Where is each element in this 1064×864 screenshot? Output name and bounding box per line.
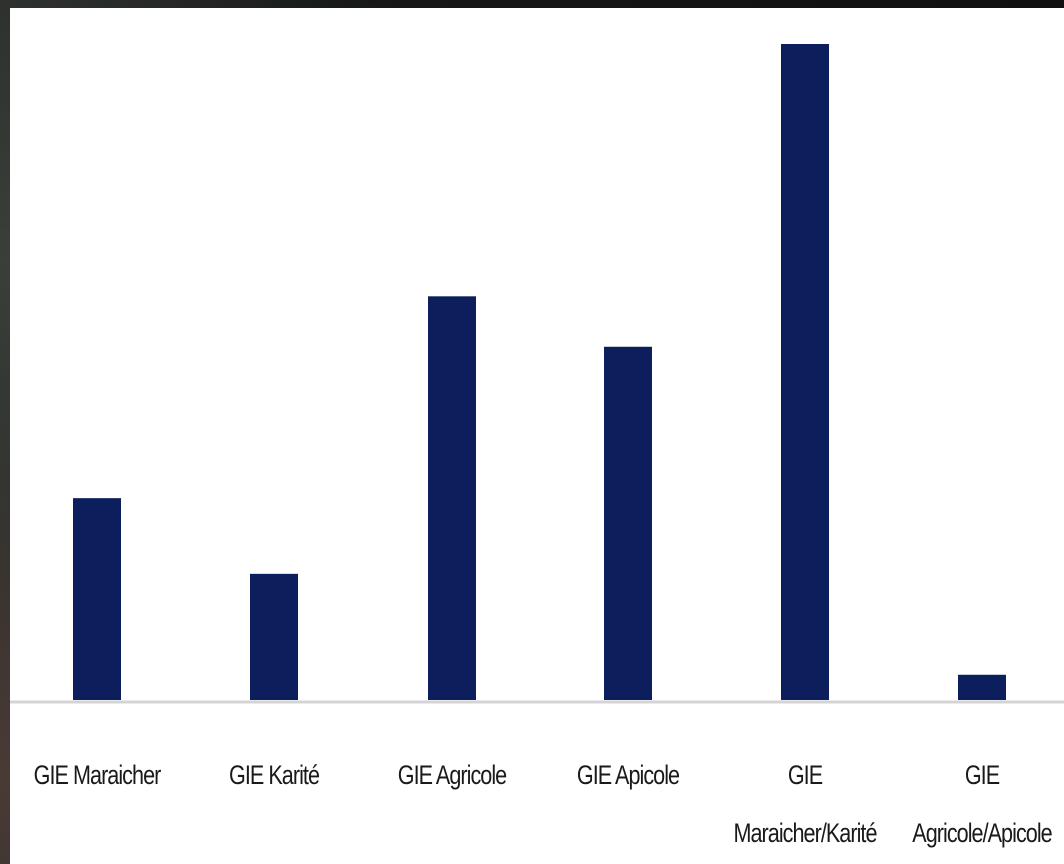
data-label-0: 8 (205, 580, 221, 622)
bar-0 (73, 498, 121, 700)
bar-5 (958, 674, 1006, 700)
bars-layer (73, 44, 1006, 700)
category-label-0-line-0: GIE Maraicher (34, 761, 162, 791)
category-label-1-line-0: GIE Karité (229, 761, 319, 791)
category-label-3-line-0: GIE Apicole (577, 761, 680, 791)
bar-1 (250, 573, 298, 700)
category-label-4-line-1: Maraicher/Karité (733, 819, 876, 849)
data-label-2: 16 (551, 479, 584, 521)
data-label-3: 14 (727, 504, 760, 546)
bar-2 (428, 296, 476, 700)
bar-3 (604, 346, 652, 700)
data-label-1: 5 (382, 617, 398, 659)
category-label-4-line-0: GIE (788, 761, 823, 791)
category-label-5-line-0: GIE (965, 761, 1000, 791)
category-label-5-line-1: Agricole/Apicole (912, 819, 1052, 849)
category-labels-layer: GIE Maraicher GIE Karité GIE Agricole GIE A… (34, 761, 1053, 849)
bar-4 (781, 44, 829, 700)
data-labels-layer: 851614261 (205, 353, 938, 660)
data-label-4: 26 (904, 353, 937, 395)
category-label-2-line-0: GIE Agricole (398, 761, 507, 791)
